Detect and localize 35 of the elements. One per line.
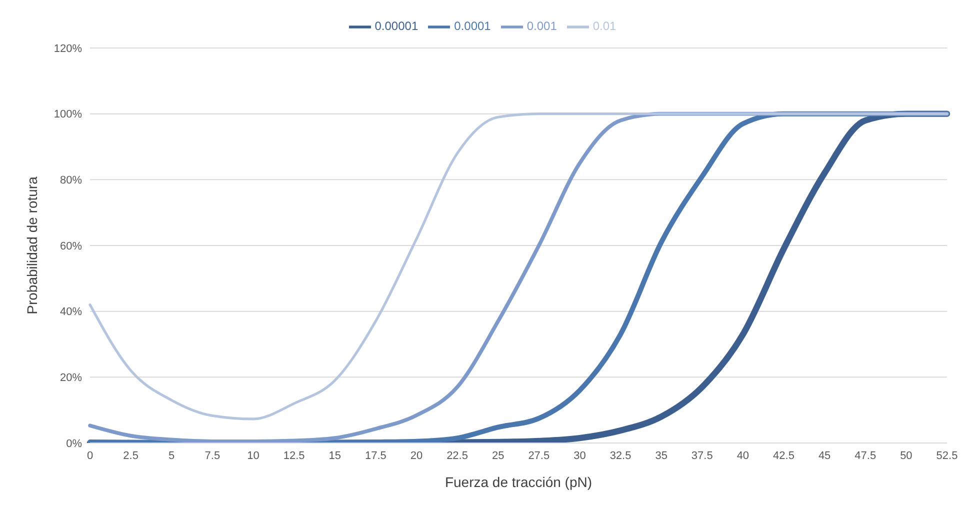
- y-tick-label: 100%: [54, 108, 82, 121]
- legend-label: 0.00001: [374, 19, 418, 34]
- legend-label: 0.001: [526, 19, 557, 34]
- x-tick-label: 10: [247, 450, 260, 462]
- x-tick-label: 45: [818, 450, 831, 462]
- x-axis-title: Fuerza de tracción (pN): [444, 474, 592, 490]
- x-tick-label: 22.5: [446, 450, 468, 462]
- x-tick-label: 17.5: [364, 450, 386, 462]
- y-tick-label: 0%: [66, 438, 82, 450]
- x-tick-label: 52.5: [936, 450, 958, 462]
- legend-label: 0.01: [592, 19, 616, 34]
- x-tick-label: 35: [655, 450, 668, 462]
- x-tick-label: 37.5: [691, 450, 713, 462]
- x-tick-label: 32.5: [610, 450, 632, 462]
- x-tick-label: 27.5: [528, 450, 550, 462]
- y-tick-label: 80%: [60, 174, 82, 187]
- x-tick-label: 25: [492, 450, 504, 462]
- x-tick-label: 47.5: [854, 450, 876, 462]
- y-tick-label: 60%: [60, 240, 82, 252]
- x-tick-label: 12.5: [283, 450, 305, 462]
- x-tick-label: 30: [574, 450, 586, 462]
- y-tick-label: 20%: [60, 372, 82, 384]
- x-tick-label: 50: [900, 450, 912, 462]
- x-tick-label: 40: [736, 450, 750, 462]
- x-tick-label: 7.5: [204, 450, 220, 462]
- y-axis-title: Probabilidad de rotura: [24, 176, 40, 314]
- x-tick-label: 5: [168, 450, 175, 462]
- legend-label: 0.0001: [454, 19, 491, 34]
- x-tick-label: 42.5: [773, 450, 794, 462]
- x-tick-label: 20: [410, 450, 423, 462]
- x-tick-label: 2.5: [123, 450, 138, 462]
- y-tick-label: 120%: [54, 42, 82, 55]
- x-tick-label: 0: [86, 450, 94, 462]
- x-tick-label: 15: [328, 450, 341, 462]
- y-tick-label: 40%: [60, 306, 82, 318]
